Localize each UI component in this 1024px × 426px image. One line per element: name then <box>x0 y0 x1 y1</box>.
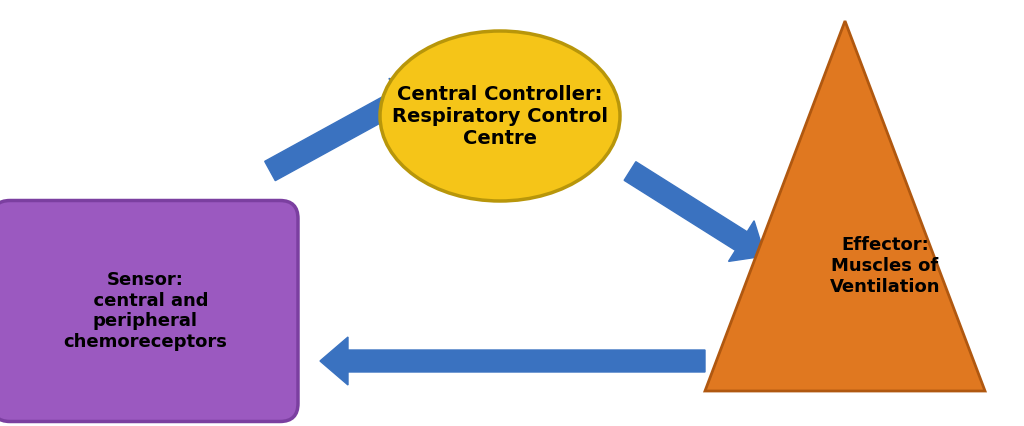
Polygon shape <box>705 21 985 391</box>
FancyArrow shape <box>319 337 705 385</box>
Text: Central Controller:
Respiratory Control
Centre: Central Controller: Respiratory Control … <box>392 84 608 147</box>
Text: Sensor:
  central and
peripheral
chemoreceptors: Sensor: central and peripheral chemorece… <box>63 271 227 351</box>
FancyArrow shape <box>625 162 765 262</box>
FancyBboxPatch shape <box>0 201 298 421</box>
Ellipse shape <box>380 31 620 201</box>
Text: Effector:
Muscles of
Ventilation: Effector: Muscles of Ventilation <box>829 236 940 296</box>
FancyArrow shape <box>265 78 425 181</box>
